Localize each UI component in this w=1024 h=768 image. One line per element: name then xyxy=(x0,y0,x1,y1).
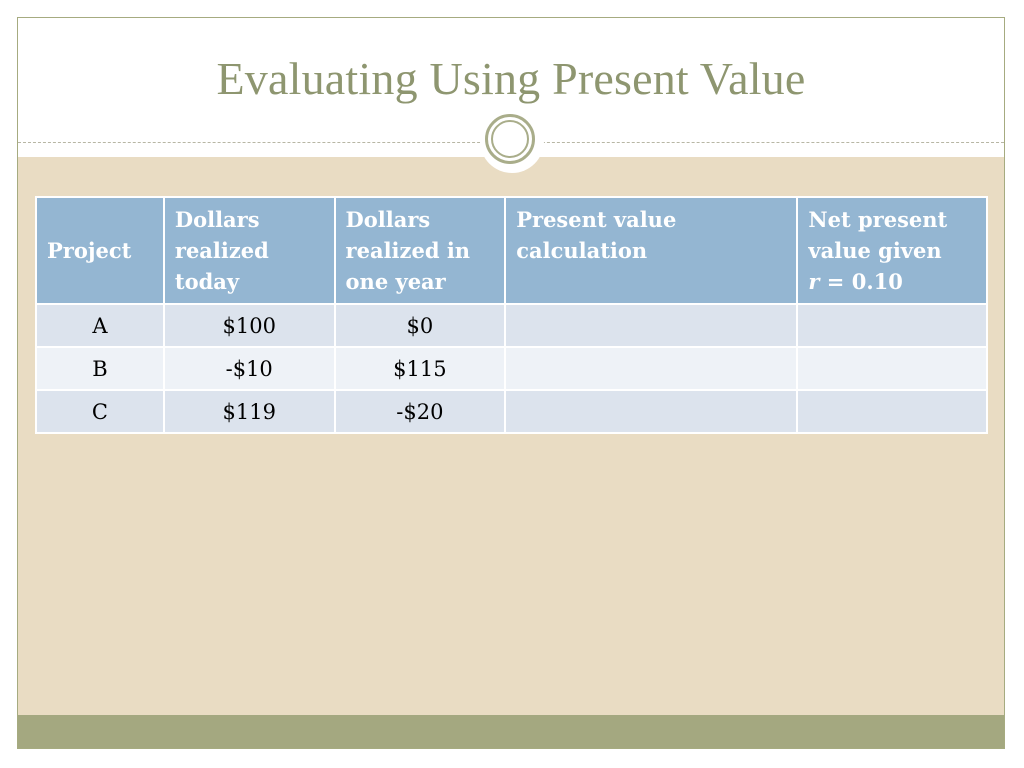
slide-title: Evaluating Using Present Value xyxy=(216,53,806,104)
cell-pv-calculation xyxy=(504,346,799,391)
slide: Evaluating Using Present Value Project D… xyxy=(17,17,1005,749)
cell-project: C xyxy=(35,389,165,434)
table-row: A $100 $0 xyxy=(35,303,988,348)
footer-band xyxy=(18,715,1004,748)
header-npv-rate-variable: r xyxy=(808,269,820,294)
header-net-present-value: Net present value given r = 0.10 xyxy=(796,196,988,305)
cell-net-present-value xyxy=(796,346,988,391)
table-row: C $119 -$20 xyxy=(35,389,988,434)
cell-dollars-one-year: $115 xyxy=(333,346,507,391)
cell-project: A xyxy=(35,303,165,348)
cell-dollars-today: -$10 xyxy=(162,346,336,391)
header-npv-rate-value: = 0.10 xyxy=(819,269,903,294)
cell-pv-calculation xyxy=(504,303,799,348)
table-header-row: Project Dollars realized today Dollars r… xyxy=(35,196,988,305)
cell-dollars-today: $100 xyxy=(162,303,336,348)
ornament-inner-circle-icon xyxy=(491,120,529,158)
cell-dollars-today: $119 xyxy=(162,389,336,434)
header-project: Project xyxy=(35,196,165,305)
cell-project: B xyxy=(35,346,165,391)
cell-pv-calculation xyxy=(504,389,799,434)
present-value-table: Project Dollars realized today Dollars r… xyxy=(35,196,988,434)
table-row: B -$10 $115 xyxy=(35,346,988,391)
cell-dollars-one-year: -$20 xyxy=(333,389,507,434)
cell-dollars-one-year: $0 xyxy=(333,303,507,348)
header-pv-calculation: Present value calculation xyxy=(504,196,799,305)
cell-net-present-value xyxy=(796,389,988,434)
cell-net-present-value xyxy=(796,303,988,348)
header-npv-text: Net present value given xyxy=(808,207,948,263)
header-dollars-today: Dollars realized today xyxy=(162,196,336,305)
header-dollars-one-year: Dollars realized in one year xyxy=(333,196,507,305)
